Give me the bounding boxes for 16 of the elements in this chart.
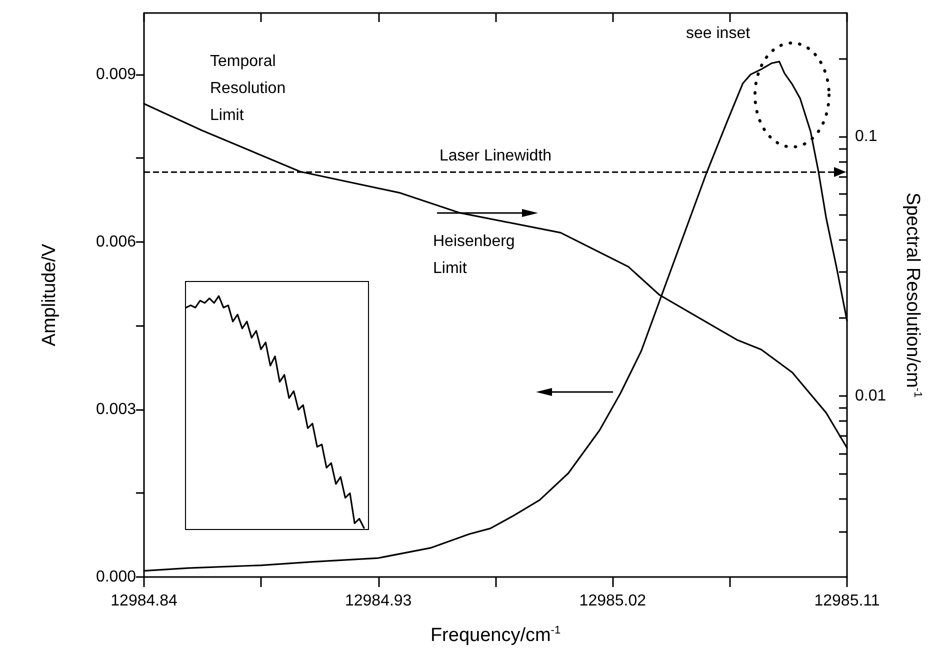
annotation: Heisenberg Limit [433,233,515,277]
y-axis-title: Amplitude/V [39,243,60,346]
y-tick-label: 0.000 [96,568,136,586]
y-tick-label: 0.006 [96,233,136,250]
y2-tick-label: 0.01 [855,387,886,404]
annotation: see inset [686,25,751,42]
y-tick-label: 0.003 [96,400,136,418]
x-tick-label: 12985.11 [814,592,880,610]
x-tick-label: 12985.02 [579,592,646,610]
x-tick-label: 12984.93 [344,592,412,610]
annotation: Temporal Resolution Limit [210,53,286,124]
y2-tick-label: 0.1 [855,128,878,146]
ref-line-label: Laser Linewidth [439,148,552,165]
y2-axis-title: Spectral Resolution/cm-1 [902,192,924,398]
y-tick-label: 0.009 [96,66,136,83]
x-tick-label: 12984.84 [110,592,178,610]
